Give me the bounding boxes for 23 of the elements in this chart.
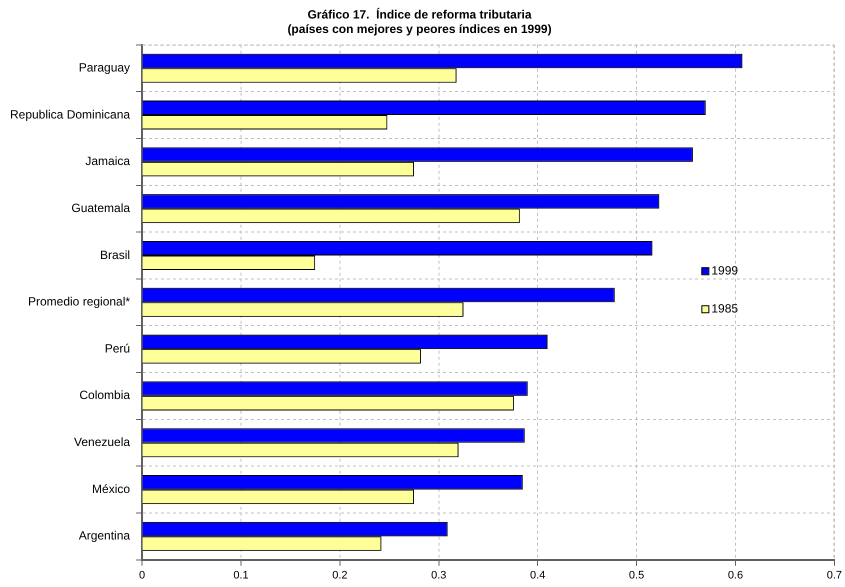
x-tick-label: 0.4 — [530, 569, 546, 582]
x-tick-label: 0.7 — [826, 569, 842, 582]
y-tick-label: Argentina — [78, 528, 130, 543]
y-tick-label: Colombia — [79, 388, 130, 402]
y-tick-label: Promedio regional* — [28, 294, 130, 309]
text: Gráfico 17. Índice de reforma tributaria — [307, 8, 532, 22]
y-tick-label: Republica Dominicana — [10, 107, 130, 122]
x-tick-label: 0.2 — [332, 569, 348, 582]
y-tick-label: México — [92, 482, 130, 496]
legend-label: 1985 — [711, 302, 738, 316]
y-tick-label: Jamaica — [85, 154, 130, 168]
y-tick-label: Brasil — [100, 248, 130, 262]
x-tick-label: 0.5 — [628, 569, 644, 582]
x-tick-label: 0.3 — [431, 569, 446, 582]
y-tick-label: Perú — [104, 341, 130, 356]
legend-label: 1999 — [711, 264, 738, 278]
text: (países con mejores y peores índices en 1999) — [287, 22, 552, 36]
y-tick-label: Guatemala — [71, 200, 130, 215]
y-tick-label: Paraguay — [78, 60, 130, 75]
x-tick-label: 0.6 — [728, 569, 744, 582]
x-tick-label: 0.1 — [233, 569, 249, 582]
x-tick-label: 0 — [139, 569, 146, 582]
y-tick-label: Venezuela — [74, 435, 130, 450]
